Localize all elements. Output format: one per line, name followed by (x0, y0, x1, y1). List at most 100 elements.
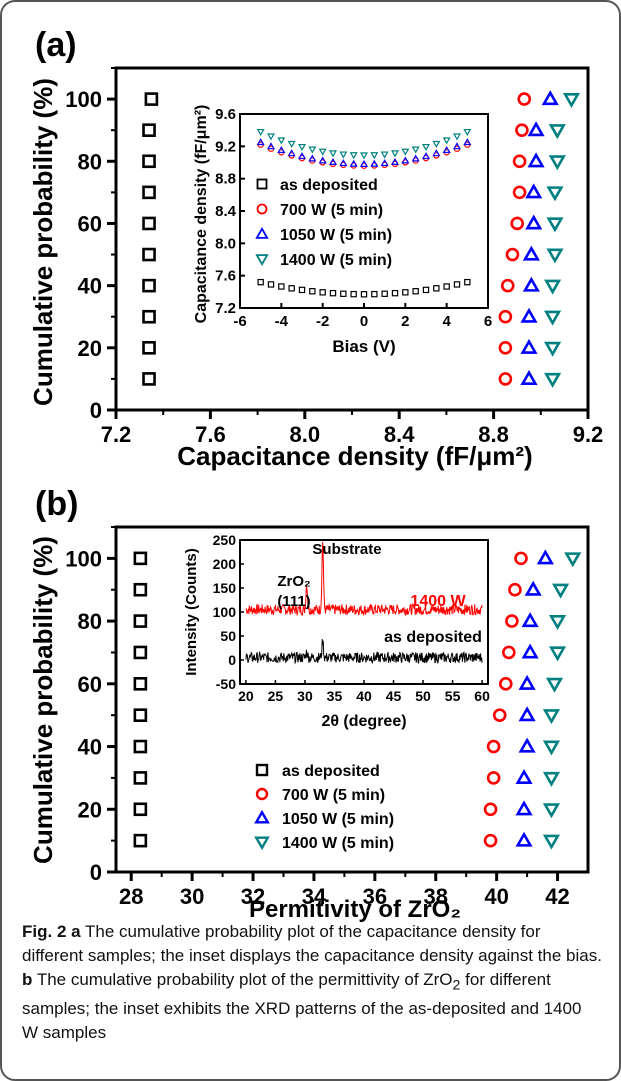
point-s2-1 (520, 338, 538, 354)
inset-a-y-tick-label-1: 7.6 (215, 268, 236, 285)
inset-b-y-tick-label-3: 100 (213, 604, 237, 620)
inset-b-annotation-as-deposited: as deposited (384, 629, 482, 646)
point-s1-6 (512, 185, 527, 200)
point-s3-3 (544, 279, 562, 295)
inset-a-point-c2-20 (463, 138, 472, 146)
x-tick-label-4: 8.8 (478, 422, 509, 447)
inset-a-x-label: Bias (V) (332, 337, 395, 356)
x-tick-label-4: 36 (363, 884, 387, 909)
chart-b-legend-label-1: 700 W (5 min) (282, 787, 385, 804)
chart-b-legend-label-2: 1050 W (5 min) (282, 811, 394, 828)
inset-a-point-c0-11 (371, 290, 378, 298)
point-s1-3 (486, 739, 501, 754)
point-s2-3 (522, 276, 540, 292)
inset-a-point-c3-17 (432, 140, 441, 148)
point-s0-4 (142, 247, 156, 262)
inset-b-lines (245, 541, 483, 665)
y-tick-label-4: 80 (78, 149, 102, 174)
inset-a-point-c0-10 (360, 291, 368, 298)
point-s0-8 (133, 582, 148, 597)
x-tick-label-6: 40 (484, 884, 508, 909)
chart-b-points (133, 549, 582, 850)
point-s3-4 (542, 709, 561, 725)
panel-label-a: (a) (35, 26, 77, 64)
inset-b-y-tick-label-0: -50 (216, 676, 236, 692)
inset-a-point-c3-5 (308, 146, 317, 154)
inset-b-annotation-1400w: 1400 W (410, 593, 466, 610)
y-tick-label-3: 60 (78, 211, 102, 236)
point-s1-3 (500, 278, 515, 293)
inset-a-point-c3-20 (463, 128, 472, 136)
point-s2-8 (527, 121, 545, 137)
point-s2-6 (525, 183, 543, 199)
point-s0-0 (133, 833, 148, 848)
inset-a-point-c3-7 (328, 150, 338, 158)
inset-a-point-c2-16 (421, 152, 431, 160)
inset-a-x-tick-label-6: 6 (484, 313, 492, 330)
inset-a-point-c0-3 (288, 285, 295, 292)
x-tick-label-1: 7.6 (195, 422, 226, 447)
inset-a-point-c2-5 (308, 154, 317, 162)
chart-b-legend-marker-0 (255, 763, 269, 777)
point-s3-7 (548, 615, 567, 631)
chart-b-legend-marker-1 (255, 787, 269, 801)
inset-a-y-tick-label-2: 8.0 (215, 235, 236, 252)
y-tick-label-0: 0 (90, 398, 102, 423)
inset-b-x-tick-label-8: 60 (474, 688, 490, 704)
point-s3-2 (544, 310, 562, 326)
panel-label-b: (b) (35, 485, 78, 523)
inset-a-point-c3-16 (421, 143, 431, 151)
inset-a-point-c3-10 (359, 152, 369, 160)
point-s1-9 (514, 551, 528, 566)
point-s0-2 (133, 771, 148, 785)
point-s3-9 (564, 552, 582, 568)
point-s1-7 (512, 154, 527, 169)
chart-b-legend-label-0: as deposited (282, 763, 380, 780)
point-s3-7 (548, 155, 566, 171)
inset-b-y-tick-label-5: 200 (213, 556, 237, 572)
chart-a-x-ticks: 7.2 7.6 8.0 8.4 8.8 9.2 (101, 410, 603, 447)
inset-b-x-tick-label-2: 30 (297, 688, 313, 704)
point-s1-8 (508, 582, 522, 597)
inset-a-point-c0-16 (422, 286, 430, 294)
inset-a-point-c3-15 (411, 146, 420, 154)
x-tick-label-0: 7.2 (101, 422, 132, 447)
inset-b-annotation-substrate: Substrate (312, 541, 381, 558)
inset-a-point-c3-13 (390, 150, 400, 158)
inset-a-point-c3-6 (318, 148, 327, 156)
point-s2-4 (518, 706, 536, 722)
chart-a-x-label: Capacitance density (fF/μm²) (177, 441, 532, 471)
point-s3-8 (552, 583, 570, 599)
inset-a-legend-label-0: as deposited (280, 177, 378, 194)
caption-a-letter: a (71, 922, 81, 941)
point-s1-2 (486, 771, 501, 785)
inset-a-point-c2-0 (256, 138, 265, 146)
inset-a-x-tick-label-3: 0 (360, 313, 368, 330)
point-s2-9 (541, 90, 559, 106)
inset-a-y-tick-label-3: 8.4 (215, 203, 237, 220)
point-s2-8 (524, 580, 542, 596)
point-s2-2 (520, 307, 538, 323)
inset-a-point-c3-19 (452, 133, 462, 141)
inset-a-legend-marker-3 (255, 254, 269, 266)
point-s3-0 (544, 372, 562, 388)
point-s2-7 (521, 612, 539, 628)
inset-b-y-tick-label-4: 150 (213, 580, 237, 596)
point-s3-3 (542, 740, 561, 756)
chart-b-y-ticks: 0 20 40 60 80 100 (65, 526, 116, 885)
chart-b-frame (114, 525, 590, 874)
x-tick-label-5: 38 (423, 884, 447, 909)
inset-a-point-c2-10 (359, 159, 369, 167)
inset-b-x-tick-label-5: 45 (386, 688, 402, 704)
chart-b-legend: as deposited 700 W (5 min) 1050 W (5 min) 1… (254, 763, 394, 852)
x-tick-label-3: 34 (302, 884, 327, 909)
inset-a-point-c2-2 (277, 145, 286, 153)
caption-b-letter: b (22, 970, 33, 989)
inset-a-point-c2-4 (297, 152, 307, 160)
point-s3-6 (548, 646, 567, 662)
inset-a-point-c2-14 (401, 156, 410, 164)
chart-b: 28 30 32 34 36 38 40 42 0 20 40 60 80 100 Permitivit… (28, 525, 590, 923)
inset-b-x-tick-label-1: 25 (268, 688, 284, 704)
inset-a-point-c3-1 (266, 133, 276, 141)
inset-a-point-c2-19 (452, 142, 462, 150)
